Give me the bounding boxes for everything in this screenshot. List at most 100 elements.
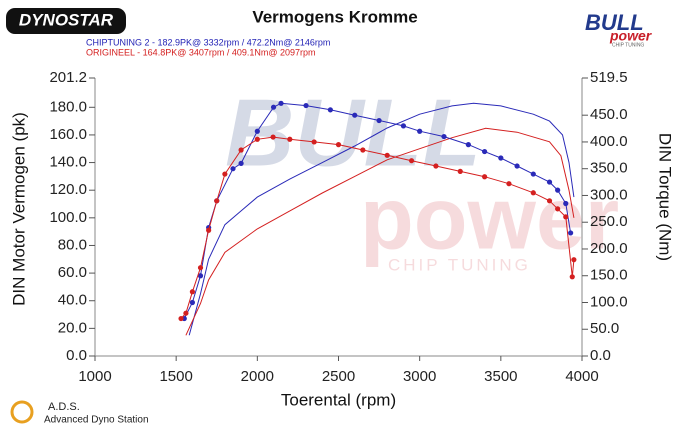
footer-logo [10, 400, 34, 424]
data-point [417, 128, 423, 134]
data-point [433, 163, 439, 169]
data-point [238, 160, 244, 166]
data-point [189, 299, 195, 306]
y-tick-label: 60.0 [58, 264, 87, 281]
data-point [441, 133, 447, 140]
x-axis-label: Toerental (rpm) [281, 390, 396, 409]
footer-subtitle: Advanced Dyno Station [44, 415, 149, 426]
data-point [465, 142, 471, 148]
data-point [206, 227, 212, 233]
watermark: BULL power CHIP TUNING [225, 79, 619, 274]
y2-tick-label: 200.0 [590, 240, 628, 257]
data-point [571, 257, 577, 263]
data-point [563, 200, 569, 207]
data-point [238, 147, 244, 153]
y2-tick-label: 300.0 [590, 186, 628, 203]
y2-tick-label: 0.0 [590, 347, 611, 364]
y2-tick-label: 350.0 [590, 160, 628, 177]
data-point [197, 273, 204, 279]
data-point [287, 136, 293, 142]
brand-text: DYNOSTAR [19, 10, 114, 29]
data-point [270, 104, 277, 110]
x-tick-label: 1500 [159, 368, 192, 385]
y-tick-label: 100.0 [49, 209, 87, 226]
x-tick-label: 4000 [565, 368, 598, 385]
data-point [376, 117, 382, 124]
data-point [303, 102, 309, 109]
data-point [222, 171, 228, 177]
data-point [408, 158, 415, 164]
y-tick-label: 120.0 [49, 181, 87, 198]
series-line [183, 102, 572, 319]
data-point [555, 206, 561, 212]
data-point [335, 142, 342, 148]
data-point [546, 179, 553, 185]
data-point [327, 107, 333, 113]
y2-tick-label: 100.0 [590, 293, 628, 310]
data-point [555, 187, 561, 193]
chart-title: Vermogens Kromme [252, 7, 417, 26]
y-tick-label: 140.0 [49, 154, 87, 171]
data-point [384, 152, 390, 158]
y2-tick-label: 150.0 [590, 267, 628, 284]
y-axis-label: DIN Motor Vermogen (pk) [9, 112, 28, 306]
y2-tick-label: 250.0 [590, 213, 628, 230]
x-tick-label: 3000 [403, 368, 436, 385]
logo-top: BULL [585, 10, 644, 35]
data-point [400, 123, 407, 129]
data-point [178, 315, 184, 322]
data-point [360, 147, 366, 153]
series-line [185, 127, 575, 336]
subtitle: CHIPTUNING 2 - 182.9PK@ 3332rpm / 472.2N… [86, 37, 330, 47]
watermark-bottom: power [360, 168, 619, 267]
x-tick-label: 2500 [322, 368, 355, 385]
watermark-top: BULL [225, 79, 481, 186]
logo-bottom: power [609, 28, 653, 44]
y-tick-label: 180.0 [49, 98, 87, 115]
data-point [311, 139, 317, 145]
data-point [563, 214, 569, 220]
y2-tick-label: 400.0 [590, 133, 628, 150]
data-point [482, 148, 488, 155]
y2-tick-label: 519.5 [590, 69, 628, 86]
data-point [498, 155, 504, 161]
data-point [482, 174, 488, 180]
data-point [569, 274, 575, 280]
data-point [270, 134, 276, 140]
data-point [506, 181, 512, 187]
y-tick-label: 160.0 [49, 126, 87, 143]
data-point [214, 198, 220, 204]
y-tick-label: 20.0 [58, 319, 87, 336]
data-point [189, 289, 195, 295]
y-tick-label: 40.0 [58, 292, 87, 309]
logo-tag: CHIP TUNING [612, 42, 644, 48]
data-point [530, 190, 536, 196]
data-point [254, 128, 260, 134]
data-point [530, 171, 536, 177]
bull-logo: BULL power CHIP TUNING [585, 10, 653, 49]
data-point [457, 168, 463, 174]
x-tick-label: 3500 [484, 368, 517, 385]
data-point [197, 265, 204, 271]
series-line [188, 102, 575, 336]
data-point [352, 112, 358, 118]
x-tick-label: 1000 [78, 368, 111, 385]
y-tick-label: 80.0 [58, 236, 87, 253]
brand-logo [6, 8, 126, 34]
y-tick-label: 0.0 [66, 347, 87, 364]
y2-axis-label: DIN Torque (Nm) [656, 133, 675, 261]
y2-tick-label: 450.0 [590, 106, 628, 123]
footer-title: A.D.S. [48, 401, 80, 413]
data-point [278, 100, 284, 106]
watermark-tag: CHIP TUNING [388, 255, 531, 274]
data-point [183, 310, 189, 316]
subtitle: ORIGINEEL - 164.8PK@ 3407rpm / 409.1Nm@ … [86, 47, 316, 57]
data-point [568, 230, 574, 236]
data-point [230, 166, 236, 172]
data-point [254, 136, 260, 142]
series-line [180, 136, 575, 319]
data-point [514, 163, 520, 169]
data-point [546, 198, 553, 204]
